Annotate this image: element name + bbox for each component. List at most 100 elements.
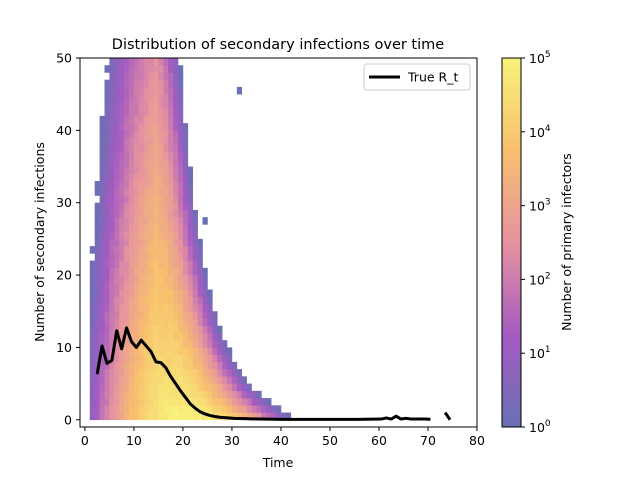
heatmap-cell (192, 332, 198, 341)
heatmap-cell (178, 361, 184, 370)
heatmap-cell (99, 390, 105, 399)
y-tick-label: 30 (56, 195, 72, 210)
heatmap-cell (163, 354, 169, 363)
heatmap-cell (109, 123, 115, 131)
heatmap-cell (261, 405, 267, 413)
heatmap-cell (168, 101, 174, 109)
heatmap-cell (227, 390, 233, 399)
heatmap-cell (119, 115, 125, 124)
heatmap-cell (104, 253, 110, 261)
heatmap-cell (99, 332, 105, 341)
heatmap-cell (143, 79, 149, 88)
heatmap-cell (187, 282, 194, 290)
heatmap-cell (99, 231, 105, 240)
heatmap-cell (109, 72, 115, 81)
heatmap-cell (148, 108, 154, 117)
heatmap-cell (89, 325, 96, 334)
heatmap-cell (104, 65, 110, 73)
heatmap-cell (153, 115, 159, 124)
heatmap-cell (129, 325, 135, 334)
heatmap-cell (148, 253, 154, 261)
heatmap-cell (133, 390, 140, 399)
plot-frame (79, 57, 478, 428)
heatmap-cell (133, 195, 140, 204)
heatmap-cell (158, 332, 164, 341)
heatmap-cell (212, 332, 218, 341)
heatmap-cell (148, 188, 154, 196)
heatmap-cell (138, 369, 145, 377)
heatmap-cell (187, 181, 194, 189)
heatmap-cell (231, 383, 238, 392)
heatmap-cell (148, 65, 154, 73)
heatmap-cell (246, 398, 252, 406)
heatmap-cell (138, 159, 145, 167)
heatmap-cell (251, 405, 257, 413)
heatmap-cell (158, 144, 164, 153)
heatmap-cell (119, 238, 125, 247)
heatmap-cell (163, 79, 169, 88)
heatmap-cell (197, 304, 203, 312)
heatmap-cell (143, 195, 149, 204)
heatmap-cell (236, 412, 243, 421)
heatmap-cell (178, 311, 184, 319)
heatmap-cell (178, 144, 184, 153)
heatmap-cell (143, 166, 149, 175)
heatmap-cell (143, 238, 149, 247)
heatmap-cell (119, 253, 125, 261)
heatmap-cell (187, 412, 194, 421)
heatmap-cell (178, 86, 184, 95)
heatmap-cell (168, 369, 174, 377)
heatmap-cell (168, 188, 174, 196)
heatmap-cell (104, 195, 110, 204)
heatmap-cell (178, 231, 184, 240)
heatmap-cell (207, 361, 213, 370)
heatmap-cell (153, 188, 159, 196)
heatmap-cell (163, 238, 169, 247)
heatmap-cell (148, 115, 154, 124)
heatmap-cell (187, 275, 194, 283)
heatmap-cell (148, 101, 154, 109)
heatmap-cell (182, 390, 189, 399)
heatmap-cell (173, 296, 179, 305)
heatmap-cell (197, 267, 203, 276)
heatmap-cell (109, 144, 115, 153)
heatmap-cell (114, 347, 120, 355)
heatmap-cell (153, 340, 159, 348)
heatmap-cell (178, 130, 184, 138)
heatmap-cell (143, 289, 149, 298)
heatmap-cell (109, 405, 115, 413)
heatmap-cell (138, 224, 145, 232)
heatmap-cell (104, 238, 110, 247)
heatmap-cell (182, 137, 189, 146)
heatmap-cell (236, 405, 243, 413)
heatmap-cell (129, 181, 135, 189)
heatmap-cell (158, 188, 164, 196)
heatmap-cell (119, 72, 125, 81)
heatmap-cell (104, 188, 110, 196)
heatmap-cell (202, 398, 208, 406)
heatmap-cell (182, 376, 189, 384)
heatmap-cell (158, 86, 164, 95)
heatmap-cell (138, 296, 145, 305)
heatmap-cell (99, 267, 105, 276)
heatmap-cell (173, 253, 179, 261)
heatmap-cell (114, 202, 120, 211)
heatmap-cell (94, 181, 100, 189)
heatmap-cell (192, 412, 198, 421)
heatmap-cell (143, 94, 149, 102)
heatmap-cell (187, 188, 194, 196)
heatmap-cell (119, 289, 125, 298)
heatmap-cell (99, 412, 105, 421)
heatmap-cell (104, 412, 110, 421)
heatmap-cell (114, 369, 120, 377)
heatmap-cell (276, 412, 282, 421)
heatmap-cell (114, 282, 120, 290)
heatmap-cell (94, 332, 100, 341)
heatmap-cell (138, 267, 145, 276)
heatmap-cell (148, 390, 154, 399)
heatmap-cell (138, 405, 145, 413)
heatmap-cell (133, 347, 140, 355)
heatmap-cell (187, 304, 194, 312)
heatmap-cell (124, 173, 130, 182)
heatmap-cell (148, 304, 154, 312)
